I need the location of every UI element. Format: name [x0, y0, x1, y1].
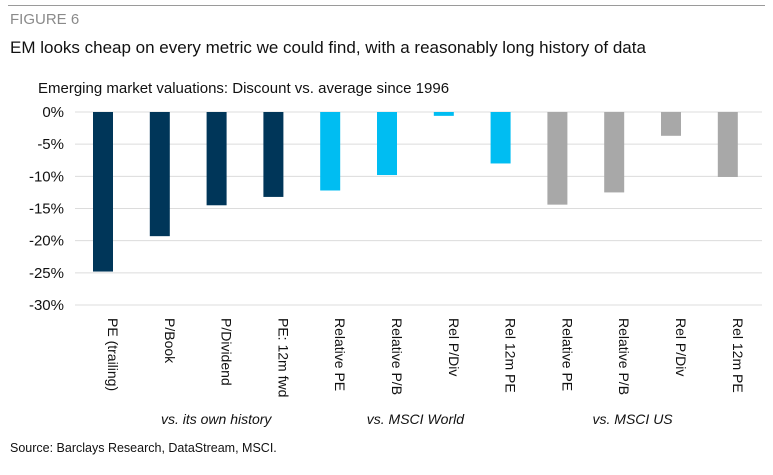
- y-tick-label: -15%: [29, 201, 64, 218]
- bar: [490, 112, 511, 164]
- x-category-label: Rel P/Div: [673, 318, 689, 376]
- y-tick-label: -10%: [29, 168, 64, 185]
- x-category-label: Rel P/Div: [446, 318, 462, 376]
- bar: [377, 112, 397, 176]
- x-category-label: Rel 12m PE: [503, 318, 519, 393]
- source-note: Source: Barclays Research, DataStream, M…: [10, 441, 277, 455]
- y-tick-label: 0%: [42, 104, 64, 121]
- x-category-label: PE: 12m fwd: [275, 318, 291, 397]
- x-category-label: PE (trailing): [105, 318, 121, 391]
- bar: [263, 112, 284, 197]
- x-category-label: P/Book: [162, 318, 178, 364]
- group-label: vs. its own history: [161, 411, 272, 427]
- y-tick-label: -25%: [29, 265, 64, 282]
- x-category-label: Relative PE: [559, 318, 575, 391]
- x-category-label: Relative P/B: [389, 318, 405, 395]
- bar: [604, 112, 625, 193]
- figure-label: FIGURE 6: [10, 11, 80, 28]
- x-category-label: P/Dividend: [219, 318, 235, 386]
- group-label: vs. MSCI US: [593, 411, 674, 427]
- x-category-label: Relative PE: [332, 318, 348, 391]
- group-label: vs. MSCI World: [367, 411, 465, 427]
- bar: [93, 112, 113, 272]
- bar: [717, 112, 738, 177]
- chart-title: Emerging market valuations: Discount vs.…: [38, 80, 450, 97]
- top-rule: [8, 5, 765, 6]
- x-category-label: Relative P/B: [616, 318, 632, 395]
- bar: [433, 112, 454, 116]
- bar: [547, 112, 568, 205]
- x-category-label: Rel 12m PE: [730, 318, 746, 393]
- y-tick-label: -5%: [37, 136, 64, 153]
- y-tick-label: -30%: [29, 297, 64, 314]
- bar: [206, 112, 227, 206]
- figure-title: EM looks cheap on every metric we could …: [10, 38, 646, 57]
- bar: [320, 112, 341, 191]
- y-tick-label: -20%: [29, 233, 64, 250]
- bar: [661, 112, 681, 136]
- bar: [149, 112, 170, 237]
